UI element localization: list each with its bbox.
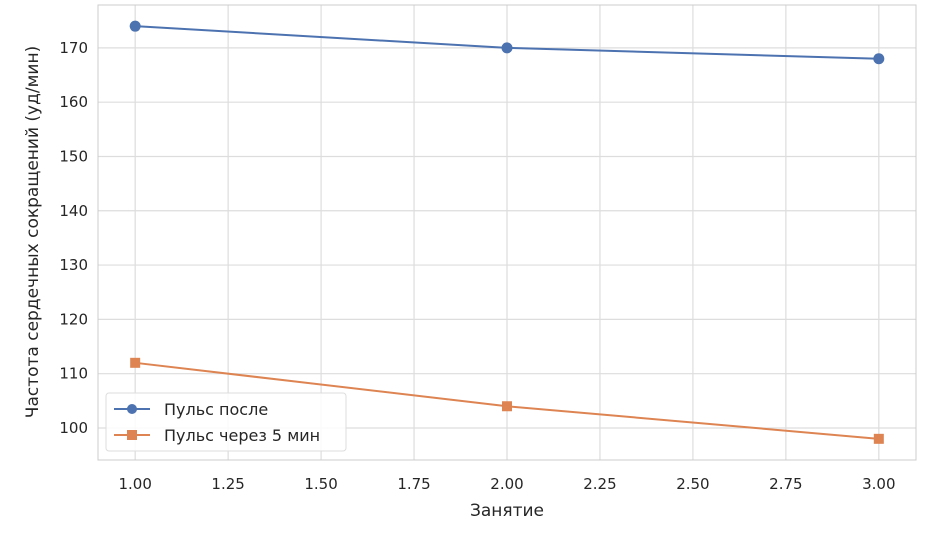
- x-axis-label: Занятие: [470, 501, 544, 521]
- x-tick-label: 2.75: [769, 475, 802, 493]
- y-tick-label: 150: [59, 147, 88, 165]
- y-tick-label: 120: [59, 310, 88, 328]
- y-tick-label: 110: [59, 365, 88, 383]
- legend-label: Пульс после: [164, 400, 268, 419]
- data-point: [129, 20, 141, 32]
- y-axis-label: Частота сердечных сокращений (уд/мин): [23, 46, 43, 418]
- y-tick-label: 170: [59, 39, 88, 57]
- y-tick-label: 140: [59, 202, 88, 220]
- plot-frame: [97, 4, 917, 461]
- data-point: [501, 42, 513, 54]
- legend-label: Пульс через 5 мин: [164, 426, 320, 445]
- x-tick-label: 1.25: [211, 475, 244, 493]
- y-tick-label: 160: [59, 93, 88, 111]
- legend-marker-square: [127, 430, 137, 440]
- x-tick-label: 1.00: [118, 475, 151, 493]
- x-tick-label: 1.50: [304, 475, 337, 493]
- x-tick-label: 2.00: [490, 475, 523, 493]
- legend: Пульс после Пульс через 5 мин: [105, 392, 347, 452]
- x-tick-label: 2.25: [583, 475, 616, 493]
- y-tick-label: 100: [59, 419, 88, 437]
- legend-marker-circle: [127, 404, 137, 414]
- x-tick-label: 3.00: [862, 475, 895, 493]
- data-point: [873, 433, 884, 444]
- data-point: [130, 357, 141, 368]
- y-tick-label: 130: [59, 256, 88, 274]
- x-tick-label: 1.75: [397, 475, 430, 493]
- x-tick-label: 2.50: [676, 475, 709, 493]
- data-point: [502, 401, 512, 412]
- data-point: [873, 53, 885, 65]
